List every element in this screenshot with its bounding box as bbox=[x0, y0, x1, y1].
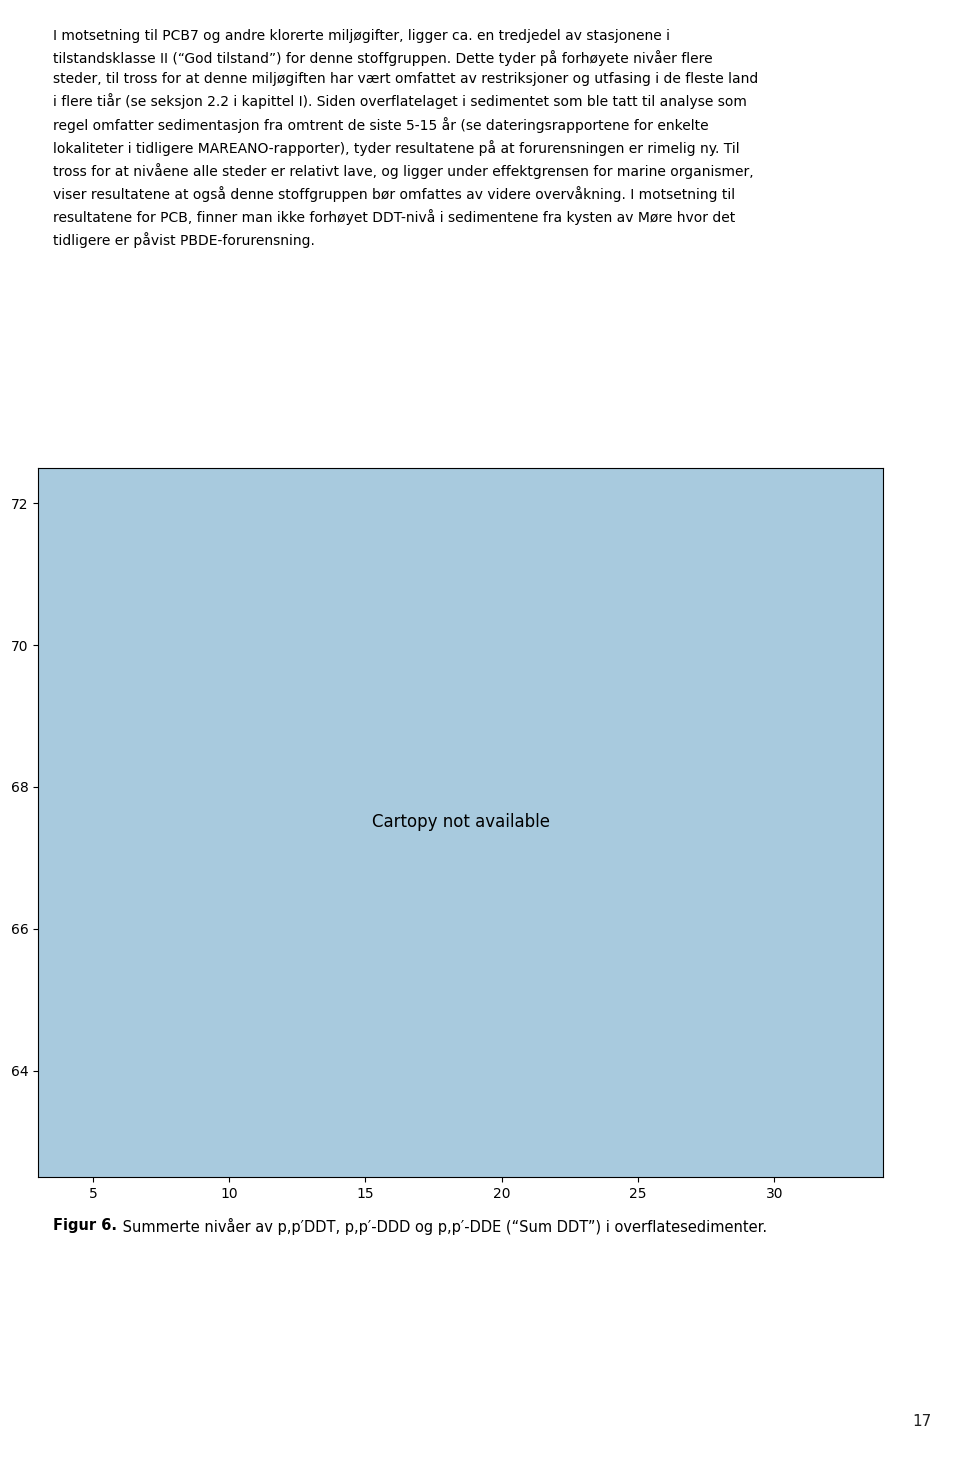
Text: Figur 6.: Figur 6. bbox=[53, 1218, 117, 1232]
Text: Cartopy not available: Cartopy not available bbox=[372, 813, 550, 832]
Text: Summerte nivåer av p,p′DDT, p,p′-DDD og p,p′-DDE (“Sum DDT”) i overflatesediment: Summerte nivåer av p,p′DDT, p,p′-DDD og … bbox=[118, 1218, 768, 1235]
Text: I motsetning til PCB7 og andre klorerte miljøgifter, ligger ca. en tredjedel av : I motsetning til PCB7 og andre klorerte … bbox=[53, 29, 758, 249]
Text: 17: 17 bbox=[912, 1414, 931, 1430]
